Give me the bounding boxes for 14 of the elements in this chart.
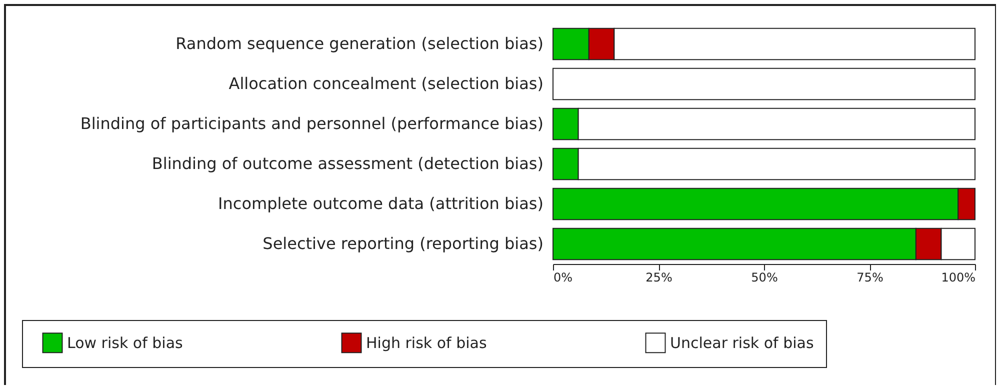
x-tick-label: 75% [856, 270, 884, 284]
y-tick-label: Selective reporting (reporting bias) [262, 234, 544, 253]
x-tick-label: 100% [941, 270, 976, 284]
y-tick-label: Allocation concealment (selection bias) [228, 74, 544, 93]
legend-label: Unclear risk of bias [670, 334, 814, 352]
x-tick-label: 50% [751, 270, 778, 284]
x-tick-label: 25% [646, 270, 672, 284]
legend-label: Low risk of bias [67, 334, 184, 352]
x-tick-label: 0% [554, 270, 573, 284]
legend-label: High risk of bias [366, 334, 487, 352]
y-tick-label: Incomplete outcome data (attrition bias) [218, 194, 544, 213]
y-tick-label: Random sequence generation (selection bias) [176, 34, 544, 53]
y-tick-label: Blinding of participants and personnel (performance bias) [80, 114, 544, 133]
y-tick-label: Blinding of outcome assessment (detection bias) [152, 154, 544, 173]
